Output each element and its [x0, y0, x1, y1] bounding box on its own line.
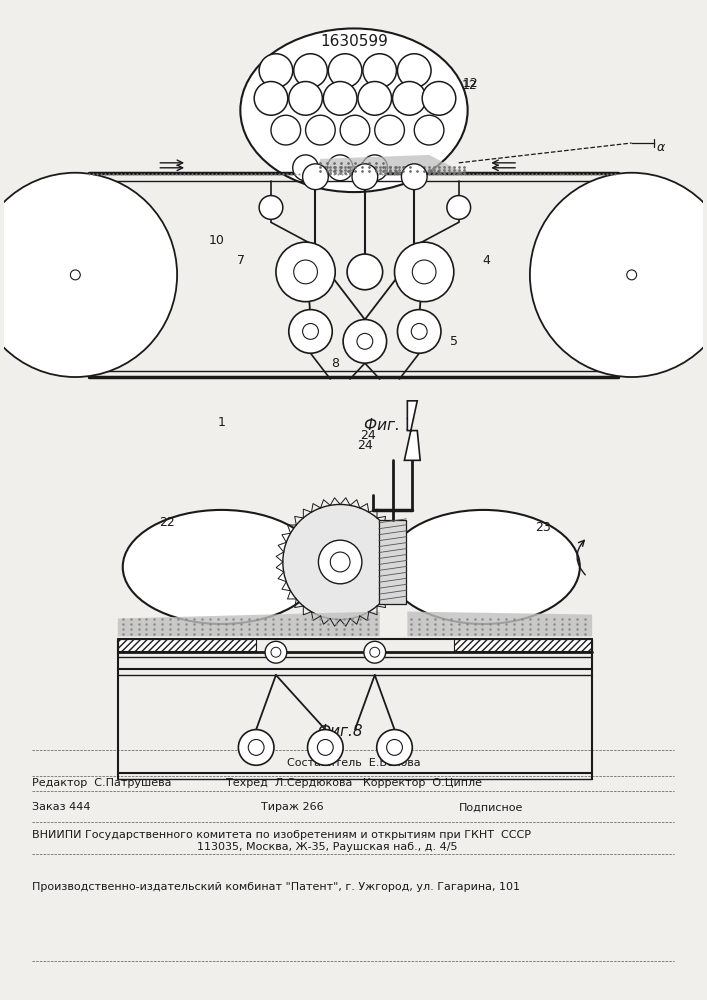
- Circle shape: [303, 164, 328, 190]
- Circle shape: [317, 739, 333, 755]
- Text: 6: 6: [57, 221, 64, 234]
- Text: 1: 1: [218, 416, 226, 429]
- Circle shape: [387, 739, 402, 755]
- Circle shape: [71, 270, 81, 280]
- Circle shape: [375, 115, 404, 145]
- Text: Составитель  Е.Бокова: Составитель Е.Бокова: [287, 758, 421, 768]
- Polygon shape: [404, 401, 420, 460]
- Circle shape: [364, 641, 385, 663]
- Circle shape: [328, 54, 362, 87]
- Bar: [379, 520, 407, 604]
- Circle shape: [259, 196, 283, 219]
- Text: Заказ 444: Заказ 444: [32, 802, 90, 812]
- Text: ВНИИПИ Государственного комитета по изобретениям и открытиям при ГКНТ  СССР: ВНИИПИ Государственного комитета по изоб…: [32, 830, 531, 840]
- Circle shape: [402, 164, 427, 190]
- Polygon shape: [407, 612, 592, 636]
- Polygon shape: [118, 612, 380, 636]
- Text: Фиг. 7: Фиг. 7: [364, 418, 415, 433]
- Text: Редактор  С.Патрушева: Редактор С.Патрушева: [32, 778, 171, 788]
- Circle shape: [362, 155, 387, 181]
- Text: 9: 9: [633, 238, 641, 251]
- Circle shape: [412, 260, 436, 284]
- Bar: [118, 639, 256, 651]
- Circle shape: [343, 320, 387, 363]
- Text: 12: 12: [462, 79, 477, 92]
- Circle shape: [340, 115, 370, 145]
- Circle shape: [323, 82, 357, 115]
- Bar: [454, 639, 592, 651]
- Ellipse shape: [123, 510, 320, 624]
- Text: 4: 4: [482, 254, 491, 267]
- Circle shape: [327, 155, 353, 181]
- Circle shape: [370, 647, 380, 657]
- Circle shape: [308, 730, 343, 765]
- Text: $\alpha$: $\alpha$: [656, 141, 667, 154]
- Text: Фиг.8: Фиг.8: [317, 724, 363, 739]
- Circle shape: [271, 115, 300, 145]
- Circle shape: [626, 270, 636, 280]
- Text: 23: 23: [535, 521, 551, 534]
- Text: 113035, Москва, Ж-35, Раушская наб., д. 4/5: 113035, Москва, Ж-35, Раушская наб., д. …: [197, 842, 457, 852]
- Text: Тираж 266: Тираж 266: [261, 802, 324, 812]
- Circle shape: [397, 310, 441, 353]
- Circle shape: [357, 333, 373, 349]
- Text: 7: 7: [238, 254, 245, 267]
- Circle shape: [395, 242, 454, 302]
- Text: Подписное: Подписное: [459, 802, 523, 812]
- Circle shape: [358, 82, 392, 115]
- Circle shape: [305, 115, 335, 145]
- Text: 10: 10: [209, 234, 225, 247]
- Circle shape: [411, 323, 427, 339]
- Circle shape: [352, 164, 378, 190]
- Circle shape: [238, 730, 274, 765]
- Text: 3: 3: [648, 257, 655, 270]
- Circle shape: [293, 54, 327, 87]
- Circle shape: [397, 54, 431, 87]
- Ellipse shape: [387, 510, 580, 624]
- Circle shape: [293, 260, 317, 284]
- Text: 1630599: 1630599: [320, 34, 388, 49]
- Circle shape: [422, 82, 456, 115]
- Text: 5: 5: [450, 335, 458, 348]
- Circle shape: [276, 242, 335, 302]
- Circle shape: [330, 552, 350, 572]
- Text: 22: 22: [159, 516, 175, 529]
- Circle shape: [255, 82, 288, 115]
- Text: 8: 8: [331, 357, 339, 370]
- Circle shape: [288, 82, 322, 115]
- Text: Производственно-издательский комбинат "Патент", г. Ужгород, ул. Гагарина, 101: Производственно-издательский комбинат "П…: [32, 882, 520, 892]
- Circle shape: [414, 115, 444, 145]
- Text: 24: 24: [360, 429, 375, 442]
- Polygon shape: [315, 155, 464, 173]
- Circle shape: [318, 540, 362, 584]
- Text: 24: 24: [357, 439, 373, 452]
- Circle shape: [265, 641, 287, 663]
- Circle shape: [363, 54, 397, 87]
- Ellipse shape: [240, 28, 467, 192]
- Circle shape: [259, 54, 293, 87]
- Circle shape: [283, 504, 397, 619]
- Circle shape: [248, 739, 264, 755]
- Text: Техред  Л.Сердюкова   Корректор  О.Ципле: Техред Л.Сердюкова Корректор О.Ципле: [226, 778, 482, 788]
- Circle shape: [347, 254, 382, 290]
- Circle shape: [288, 310, 332, 353]
- Text: 12: 12: [462, 77, 479, 90]
- Circle shape: [0, 173, 177, 377]
- Circle shape: [293, 155, 318, 181]
- Circle shape: [530, 173, 707, 377]
- Circle shape: [377, 730, 412, 765]
- Circle shape: [271, 647, 281, 657]
- Circle shape: [392, 82, 426, 115]
- Circle shape: [303, 323, 318, 339]
- Circle shape: [447, 196, 471, 219]
